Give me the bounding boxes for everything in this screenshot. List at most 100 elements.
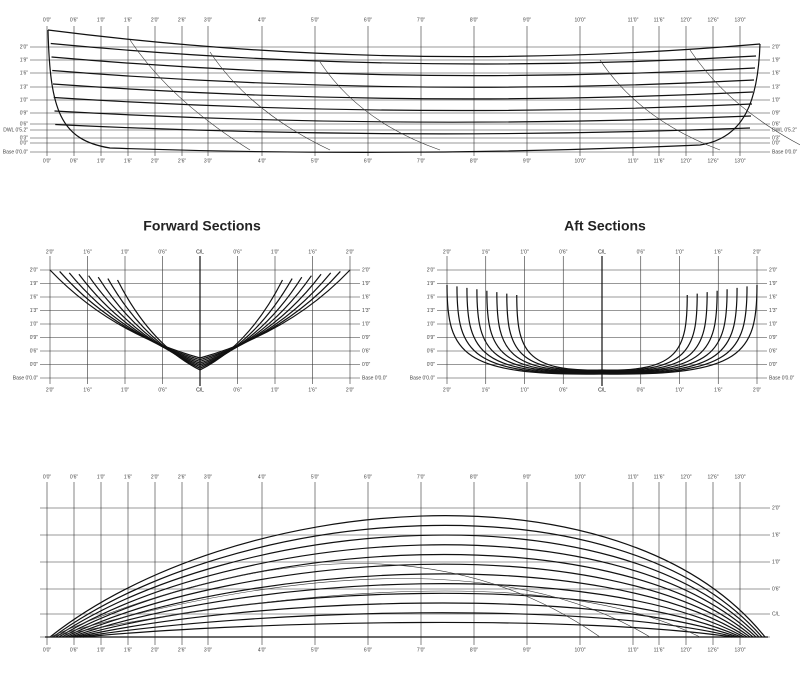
station-label: 5'0" — [311, 474, 320, 480]
plan-curve — [67, 573, 748, 638]
profile-curve — [51, 56, 756, 77]
station-label: 0'0" — [43, 158, 52, 164]
buttock — [319, 61, 441, 151]
waterline-label: 2'0" — [30, 267, 39, 273]
station-label: 6'0" — [364, 474, 373, 480]
profile-curve — [52, 83, 754, 100]
section-station-label: 2'0" — [753, 249, 762, 255]
waterline-label: 0'6" — [772, 121, 781, 127]
waterline-label: 1'0" — [30, 321, 39, 327]
station-label: 10'0" — [574, 158, 585, 164]
section-curve — [68, 272, 201, 363]
waterline-label: 1'6" — [772, 70, 781, 76]
station-label: 0'6" — [70, 474, 79, 480]
offset-label: 1'0" — [772, 559, 781, 565]
station-label: 11'6" — [654, 474, 665, 480]
station-label: 10'0" — [574, 17, 585, 23]
section-station-label: 2'0" — [753, 387, 762, 393]
forward-sections-title: Forward Sections — [143, 218, 261, 234]
section-station-label: 0'6" — [559, 387, 568, 393]
waterline-label: 0'3" — [772, 135, 781, 141]
section-station-label: 1'0" — [121, 249, 130, 255]
station-label: 5'0" — [311, 647, 320, 653]
keel — [47, 29, 761, 153]
waterline-label: 0'0" — [772, 140, 781, 146]
section-station-label: 2'0" — [346, 249, 355, 255]
buttock — [689, 49, 800, 146]
station-label: 11'6" — [654, 17, 665, 23]
station-label: 12'0" — [680, 647, 691, 653]
station-label: 12'6" — [707, 17, 718, 23]
station-label: 12'6" — [707, 158, 718, 164]
station-label: 13'0" — [734, 474, 745, 480]
plan-curve — [55, 534, 760, 638]
section-station-label: C/L — [196, 387, 204, 393]
waterline-label: 1'0" — [427, 321, 436, 327]
waterline-label: Base 0'0.0" — [410, 375, 435, 381]
waterline-label: 0'6" — [30, 348, 39, 354]
waterline-label: 0'0" — [427, 362, 436, 368]
station-label: 13'0" — [734, 647, 745, 653]
waterline-label: 1'0" — [769, 321, 778, 327]
section-station-label: 0'6" — [637, 249, 646, 255]
section-curve — [486, 290, 603, 373]
station-label: 1'6" — [124, 17, 133, 23]
station-label: 1'0" — [97, 17, 106, 23]
plan-curve — [73, 592, 742, 638]
section-curve — [516, 294, 603, 371]
station-label: 12'0" — [680, 158, 691, 164]
station-label: 4'0" — [258, 158, 267, 164]
section-station-label: 0'6" — [158, 387, 167, 393]
waterline-label: 0'9" — [769, 335, 778, 341]
section-curve — [116, 279, 201, 371]
section-station-label: 1'6" — [83, 387, 92, 393]
waterline-label: 0'6" — [427, 348, 436, 354]
waterline-label: 1'9" — [427, 281, 436, 287]
waterline-label: 0'0" — [362, 362, 371, 368]
station-label: 4'0" — [258, 17, 267, 23]
waterline-label: DWL 0'5.2" — [3, 127, 28, 133]
station-label: 11'0" — [628, 158, 639, 164]
offset-label: C/L — [772, 611, 780, 617]
station-label: 11'6" — [654, 158, 665, 164]
section-curve — [601, 290, 718, 373]
section-station-label: C/L — [598, 387, 606, 393]
section-curve — [506, 293, 603, 372]
diagonal — [49, 563, 601, 638]
section-station-label: 1'6" — [714, 249, 723, 255]
section-station-label: 2'0" — [346, 387, 355, 393]
station-label: 6'0" — [364, 17, 373, 23]
section-station-label: 0'6" — [158, 249, 167, 255]
section-curve — [199, 271, 341, 361]
section-curve — [601, 286, 748, 375]
section-station-label: 1'0" — [520, 249, 529, 255]
section-station-label: C/L — [598, 249, 606, 255]
section-curve — [97, 276, 201, 368]
section-station-label: 1'0" — [675, 387, 684, 393]
section-curve — [199, 273, 322, 364]
waterline-label: 0'9" — [20, 110, 29, 116]
offset-label: 0'6" — [772, 586, 781, 592]
section-curve — [199, 276, 303, 368]
section-curve — [476, 289, 603, 373]
waterline-label: 1'6" — [362, 294, 371, 300]
waterline-label: 1'0" — [362, 321, 371, 327]
section-station-label: 1'6" — [482, 249, 491, 255]
section-curve — [601, 289, 728, 373]
section-station-label: 1'6" — [83, 249, 92, 255]
section-station-label: 0'6" — [637, 387, 646, 393]
station-label: 2'6" — [178, 474, 187, 480]
station-label: 0'6" — [70, 17, 79, 23]
waterline-label: 1'3" — [30, 308, 39, 314]
profile-curve — [53, 96, 753, 112]
station-label: 12'0" — [680, 17, 691, 23]
section-curve — [601, 287, 738, 374]
station-label: 0'0" — [43, 17, 52, 23]
section-curve — [78, 273, 201, 364]
section-station-label: 1'6" — [308, 387, 317, 393]
profile-curve — [50, 42, 757, 65]
section-curve — [601, 284, 758, 375]
section-curve — [466, 287, 603, 374]
station-label: 0'6" — [70, 647, 79, 653]
